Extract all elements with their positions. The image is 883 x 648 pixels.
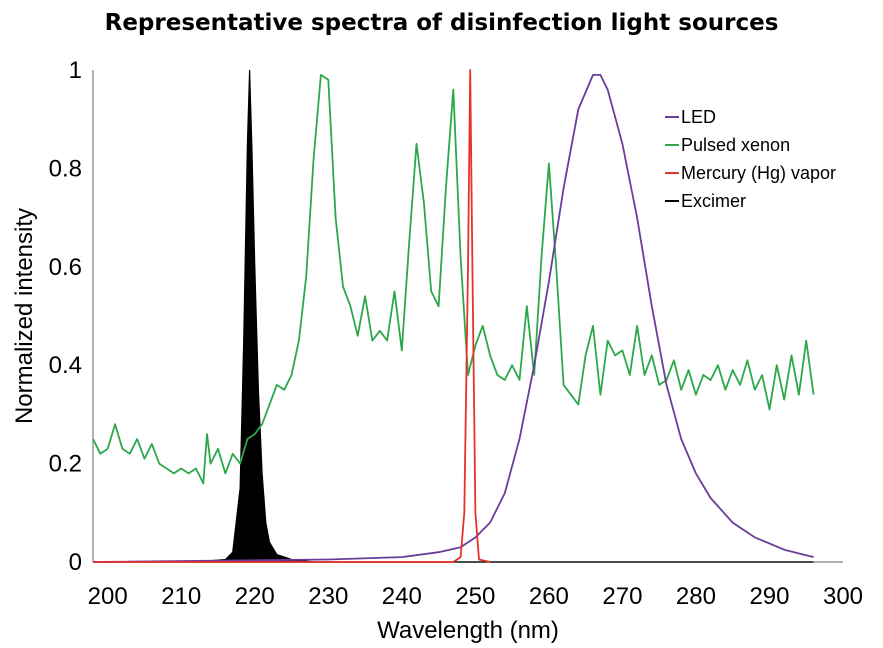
x-tick-label: 260 xyxy=(529,583,569,610)
legend-label: Pulsed xenon xyxy=(681,135,790,155)
x-tick-label: 220 xyxy=(235,583,275,610)
x-tick-label: 200 xyxy=(88,583,128,610)
y-tick-label: 0.4 xyxy=(49,352,82,379)
y-tick-label: 0.6 xyxy=(49,254,82,281)
x-tick-label: 230 xyxy=(308,583,348,610)
y-axis-label: Normalized intensity xyxy=(11,208,38,424)
y-tick-label: 0 xyxy=(69,549,82,576)
x-tick-label: 300 xyxy=(823,583,863,610)
x-axis-label: Wavelength (nm) xyxy=(377,617,559,644)
series-pulsed-xenon xyxy=(92,74,815,485)
chart-title: Representative spectra of disinfection l… xyxy=(104,10,779,36)
y-tick-label: 0.8 xyxy=(49,155,82,182)
legend-label: Mercury (Hg) vapor xyxy=(681,163,836,183)
y-tick-label: 0.2 xyxy=(49,451,82,478)
series-led xyxy=(92,74,814,563)
axes: 200 210 220 230 240 250 260 270 280 290 300 0 0.2 0.4… xyxy=(49,57,863,610)
legend: LED Pulsed xenon Mercury (Hg) vapor Excimer xyxy=(665,107,836,211)
x-tick-label: 250 xyxy=(455,583,495,610)
x-tick-label: 210 xyxy=(161,583,201,610)
series-mercury-hg-vapor xyxy=(93,69,491,563)
legend-label: LED xyxy=(681,107,716,127)
x-tick-label: 290 xyxy=(749,583,789,610)
y-tick-label: 1 xyxy=(69,57,82,84)
series-layer xyxy=(92,69,815,563)
x-tick-label: 240 xyxy=(382,583,422,610)
x-tick-label: 270 xyxy=(602,583,642,610)
legend-label: Excimer xyxy=(681,191,746,211)
x-tick-label: 280 xyxy=(676,583,716,610)
